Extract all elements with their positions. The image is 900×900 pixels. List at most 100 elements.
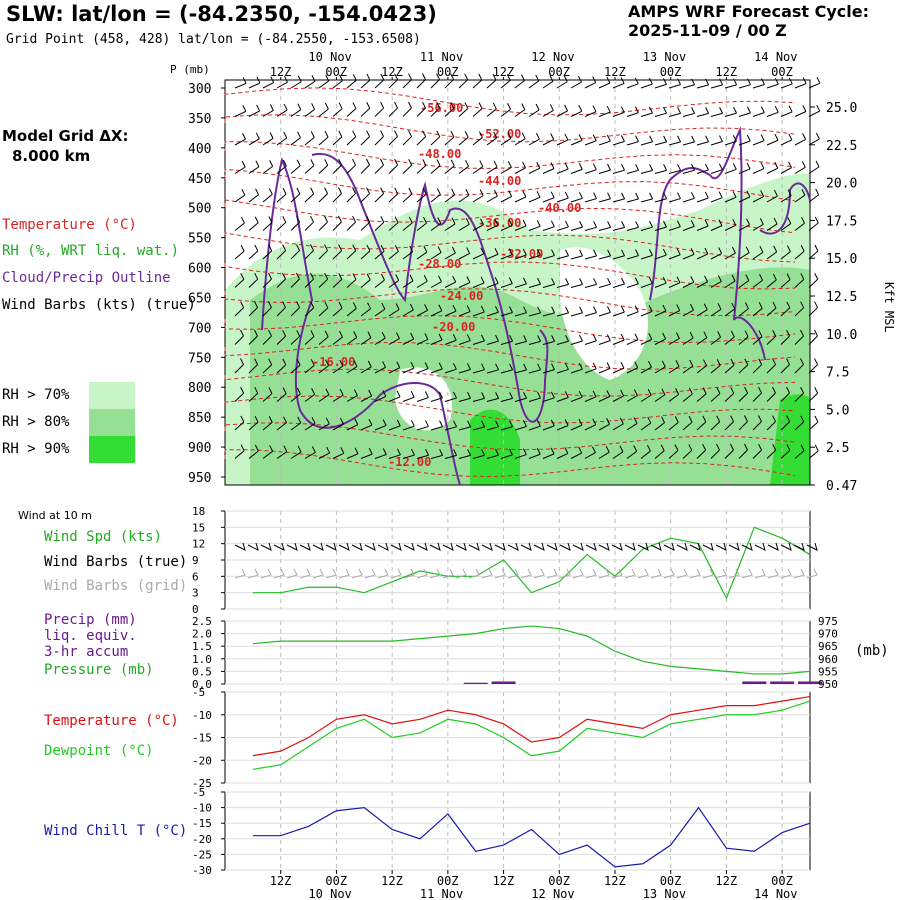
temperature-contour	[224, 315, 796, 343]
wind-barb-true	[637, 542, 649, 551]
wind-barb	[584, 76, 597, 89]
wind-barb	[542, 419, 555, 431]
wind-barb	[724, 163, 737, 174]
bottom-hour-label: 12Z	[381, 874, 403, 888]
legend-swatch-rh90	[89, 436, 135, 463]
wind-barb	[262, 76, 275, 89]
wind-barb	[290, 215, 301, 231]
wind-barb	[752, 443, 763, 459]
wind-barb	[262, 104, 274, 117]
top-hour-label: 12Z	[270, 65, 292, 79]
wind-barb	[346, 158, 356, 174]
panel-5	[221, 791, 811, 871]
wind-barb	[514, 277, 527, 288]
wind-barb	[556, 447, 569, 459]
wind-barb	[710, 387, 721, 402]
wind-barb	[444, 246, 456, 260]
height-tick-label: 10.0	[826, 328, 857, 343]
y-tick-label: -20	[192, 833, 212, 846]
wind-barb	[752, 218, 764, 231]
wind-barb	[696, 191, 709, 203]
wind-barb	[570, 446, 583, 459]
wind-barb	[360, 130, 371, 146]
y-tick-label: 1.5	[192, 640, 212, 653]
wind-barb-true	[234, 542, 246, 551]
wind-barb-true	[650, 542, 662, 551]
wind-barb	[528, 161, 541, 174]
wind-barb	[304, 272, 314, 288]
height-tick-label: 7.5	[826, 366, 849, 381]
wind-barb	[640, 135, 654, 146]
wind-barb-grid	[247, 568, 259, 579]
pressure-tick-label: 300	[188, 82, 211, 97]
wind-barb	[318, 102, 329, 117]
wind-barb	[458, 363, 471, 374]
wind-barb	[346, 360, 358, 374]
wind-barb	[430, 420, 443, 431]
wind-barb-grid	[299, 568, 311, 579]
wind-barb	[402, 303, 414, 317]
wind-barb	[598, 334, 611, 345]
wind-barb	[724, 106, 737, 117]
wind-barb	[542, 391, 555, 402]
wind-barb	[234, 244, 245, 260]
legend-temp: Temperature (°C)	[44, 713, 179, 729]
wind-barb-true	[286, 542, 298, 551]
wind-barb-grid	[429, 568, 441, 579]
wind-barb	[598, 134, 611, 146]
wind-barb	[654, 276, 667, 288]
wind-barb	[794, 301, 805, 317]
wind-barb	[766, 134, 779, 146]
wind-barb	[612, 77, 625, 89]
wind-barb	[724, 443, 734, 459]
wind-barb-grid	[741, 568, 753, 579]
wind-barb	[598, 163, 611, 174]
legend-rh: RH (%, WRT liq. wat.)	[2, 243, 180, 259]
legend-wbarbs-grid: Wind Barbs (grid)	[44, 578, 188, 594]
temperature-contour-label: -40.00	[538, 201, 581, 215]
wind-barb	[276, 103, 288, 117]
bottom-hour-label: 00Z	[771, 874, 793, 888]
temperature-contour-label: -12.00	[388, 455, 431, 469]
wind-barb	[444, 304, 457, 317]
wind-barb	[696, 107, 710, 117]
wind-barb	[276, 301, 286, 317]
bottom-date-label: 12 Nov	[531, 887, 574, 900]
bottom-hour-label: 12Z	[493, 874, 515, 888]
wind-barb	[500, 277, 513, 288]
wind-barb-grid	[572, 568, 584, 579]
y-tick-label: 18	[192, 505, 205, 518]
top-hour-label: 12Z	[493, 65, 515, 79]
wind-barb	[318, 244, 328, 260]
wind-barb-true	[442, 542, 454, 551]
wind-barb	[374, 187, 385, 203]
wind-barb	[808, 160, 820, 174]
wind-barb	[458, 189, 470, 203]
wind-barb-grid	[260, 568, 272, 579]
wind-barb	[444, 130, 455, 146]
wind-barb	[472, 305, 485, 317]
wind-barb	[766, 189, 778, 203]
wind-barb	[696, 303, 708, 317]
legend-swatch-rh70	[89, 382, 135, 409]
wind-barb	[388, 216, 399, 231]
wind-barb	[556, 306, 570, 317]
pressure-tick-label: 600	[188, 262, 211, 277]
wind-barb	[780, 386, 790, 402]
wind-barb-grid	[234, 568, 246, 579]
wind-barb	[710, 191, 723, 203]
wind-barb-grid	[793, 568, 805, 579]
wind-barb	[682, 415, 693, 431]
wind-barb-true	[325, 542, 337, 551]
wind-barb-grid	[351, 568, 363, 579]
wind-barb	[612, 249, 626, 260]
wind-barb	[542, 278, 556, 288]
y-tick-label: -15	[192, 817, 212, 830]
y-tick-label: 12	[192, 538, 205, 551]
wind-barb-true	[676, 542, 688, 551]
wind-barb	[724, 274, 736, 288]
y2-tick-label: 975	[818, 615, 838, 628]
wind-barb-true	[715, 542, 727, 551]
wind-barb	[304, 330, 315, 345]
wind-barb	[472, 363, 485, 374]
